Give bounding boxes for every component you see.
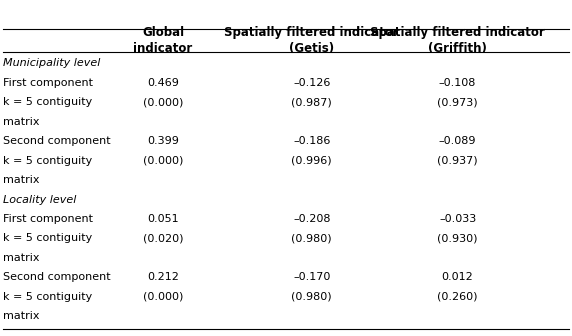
Text: (0.980): (0.980)	[291, 292, 332, 302]
Text: (0.973): (0.973)	[437, 97, 478, 108]
Text: First component: First component	[3, 214, 93, 224]
Text: –0.033: –0.033	[439, 214, 476, 224]
Text: (0.020): (0.020)	[143, 234, 183, 244]
Text: Second component: Second component	[3, 272, 110, 282]
Text: 0.212: 0.212	[147, 272, 179, 282]
Text: 0.012: 0.012	[442, 272, 474, 282]
Text: –0.208: –0.208	[293, 214, 331, 224]
Text: 0.399: 0.399	[147, 136, 179, 146]
Text: 0.051: 0.051	[147, 214, 179, 224]
Text: (0.930): (0.930)	[438, 234, 478, 244]
Text: (0.980): (0.980)	[291, 234, 332, 244]
Text: (0.000): (0.000)	[143, 156, 183, 166]
Text: 0.469: 0.469	[147, 78, 179, 88]
Text: Global
indicator: Global indicator	[133, 26, 193, 55]
Text: k = 5 contiguity: k = 5 contiguity	[3, 156, 92, 166]
Text: matrix: matrix	[3, 117, 39, 127]
Text: Second component: Second component	[3, 136, 110, 146]
Text: –0.170: –0.170	[293, 272, 331, 282]
Text: (0.937): (0.937)	[437, 156, 478, 166]
Text: matrix: matrix	[3, 311, 39, 321]
Text: k = 5 contiguity: k = 5 contiguity	[3, 234, 92, 244]
Text: (0.000): (0.000)	[143, 292, 183, 302]
Text: k = 5 contiguity: k = 5 contiguity	[3, 292, 92, 302]
Text: matrix: matrix	[3, 175, 39, 185]
Text: (0.260): (0.260)	[438, 292, 478, 302]
Text: –0.126: –0.126	[293, 78, 331, 88]
Text: Spatially filtered indicator
(Getis): Spatially filtered indicator (Getis)	[224, 26, 399, 55]
Text: Locality level: Locality level	[3, 195, 76, 205]
Text: (0.000): (0.000)	[143, 97, 183, 108]
Text: –0.186: –0.186	[293, 136, 331, 146]
Text: Municipality level: Municipality level	[3, 58, 100, 69]
Text: (0.996): (0.996)	[291, 156, 332, 166]
Text: –0.089: –0.089	[439, 136, 476, 146]
Text: k = 5 contiguity: k = 5 contiguity	[3, 97, 92, 108]
Text: Spatially filtered indicator
(Griffith): Spatially filtered indicator (Griffith)	[370, 26, 545, 55]
Text: –0.108: –0.108	[439, 78, 476, 88]
Text: First component: First component	[3, 78, 93, 88]
Text: matrix: matrix	[3, 253, 39, 263]
Text: (0.987): (0.987)	[291, 97, 332, 108]
